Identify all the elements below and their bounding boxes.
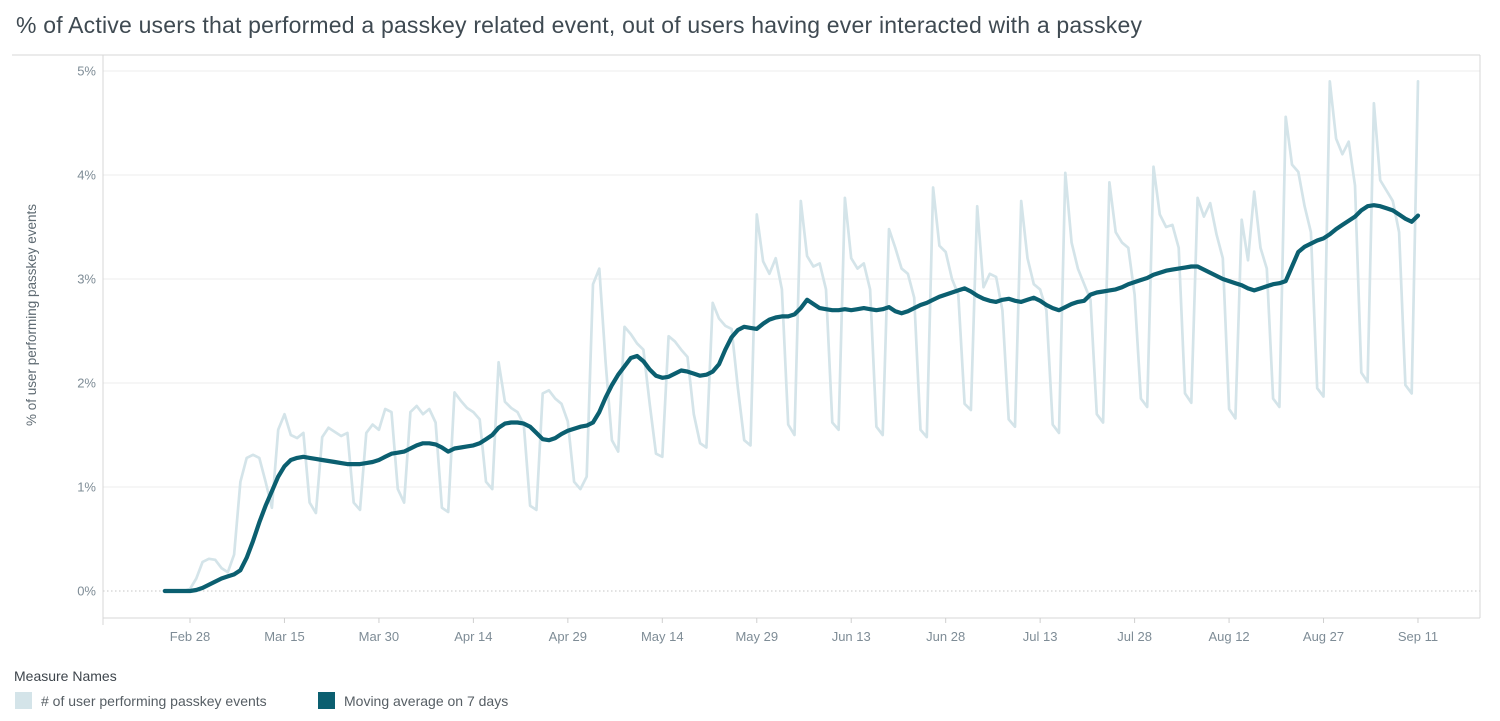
legend-swatch-raw-series [15, 692, 32, 709]
x-tick-label: Mar 30 [359, 629, 399, 644]
x-tick-label: Jun 13 [832, 629, 871, 644]
y-tick-label: 2% [77, 376, 96, 391]
moving-average-line[interactable] [162, 203, 1421, 594]
y-tick-label: 5% [77, 64, 96, 79]
x-tick-label: Aug 27 [1303, 629, 1344, 644]
y-tick-label: 3% [77, 272, 96, 287]
legend-swatch-moving-average [318, 692, 335, 709]
x-tick-label: Aug 12 [1208, 629, 1249, 644]
x-tick-label: Jun 28 [926, 629, 965, 644]
y-axis-title: % of user performing passkey events [24, 204, 39, 426]
x-tick-label: May 14 [641, 629, 684, 644]
legend-title: Measure Names [14, 668, 117, 684]
x-tick-label: Apr 29 [549, 629, 587, 644]
x-tick-label: Mar 15 [264, 629, 304, 644]
legend: Measure Names # of user performing passk… [0, 664, 1500, 721]
legend-label-moving-average: Moving average on 7 days [344, 692, 509, 709]
x-tick-label: Sep 11 [1398, 629, 1438, 644]
legend-label-raw-series: # of user performing passkey events [41, 692, 267, 709]
x-tick-label: Jul 28 [1117, 629, 1152, 644]
legend-item-moving-average[interactable]: Moving average on 7 days [318, 692, 508, 709]
y-tick-label: 4% [77, 168, 96, 183]
legend-item-raw-series[interactable]: # of user performing passkey events [15, 692, 267, 709]
line-chart-plot-area[interactable]: Feb 28 Mar 15 Mar 30 Apr 14 Apr 29 May 14 May … [0, 0, 1500, 660]
y-tick-label: 0% [77, 584, 96, 599]
raw-series-line[interactable] [163, 80, 1420, 593]
y-tick-label: 1% [77, 480, 96, 495]
x-tick-label: Apr 14 [454, 629, 492, 644]
x-tick-label: May 29 [735, 629, 778, 644]
chart-title: % of Active users that performed a passk… [16, 12, 1143, 38]
x-tick-label: Jul 13 [1023, 629, 1058, 644]
x-tick-label: Feb 28 [170, 629, 210, 644]
